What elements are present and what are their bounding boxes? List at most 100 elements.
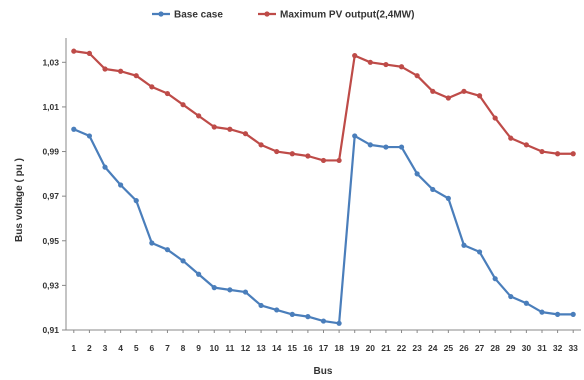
x-tick-label: 33 xyxy=(568,343,578,353)
data-point xyxy=(196,113,202,119)
data-point xyxy=(570,151,576,157)
x-tick-label: 10 xyxy=(210,343,220,353)
y-tick-label: 1,01 xyxy=(42,102,59,112)
data-point xyxy=(383,144,389,150)
data-point xyxy=(492,276,498,282)
x-tick-label: 30 xyxy=(522,343,532,353)
chart-axes: 0,910,930,950,970,991,011,031 2 3 4 5 6 7 8 9 10 1… xyxy=(42,38,581,353)
data-point xyxy=(523,142,529,148)
data-point xyxy=(461,242,467,248)
data-point xyxy=(274,148,280,155)
data-point xyxy=(476,249,483,255)
data-point xyxy=(508,293,514,300)
x-tick-label: 1 xyxy=(71,343,76,353)
x-tick-label: 28 xyxy=(490,343,500,353)
x-tick-label: 14 xyxy=(272,343,282,353)
y-tick-label: 0,95 xyxy=(42,236,59,246)
x-tick-label: 6 xyxy=(149,343,154,353)
data-point xyxy=(149,84,155,90)
y-tick-label: 0,97 xyxy=(42,191,59,201)
series-line xyxy=(73,50,574,162)
data-point xyxy=(570,311,576,317)
data-point xyxy=(196,271,202,277)
data-point xyxy=(539,148,545,155)
data-point xyxy=(430,186,436,193)
y-tick-label: 0,91 xyxy=(42,325,59,335)
x-axis-title: Bus xyxy=(314,366,333,377)
data-point xyxy=(227,126,233,132)
data-point xyxy=(71,126,77,132)
data-point xyxy=(227,287,233,293)
data-point xyxy=(118,182,124,188)
x-tick-label: 25 xyxy=(444,343,454,353)
data-point xyxy=(523,300,529,306)
data-point xyxy=(476,93,483,99)
x-tick-label: 26 xyxy=(459,343,469,353)
data-point xyxy=(352,53,358,59)
data-point xyxy=(133,73,139,79)
data-point xyxy=(336,157,342,164)
data-point xyxy=(164,90,171,97)
x-tick-label: 19 xyxy=(350,343,360,353)
data-point xyxy=(508,135,514,141)
data-point xyxy=(367,59,373,65)
data-point xyxy=(554,311,561,317)
x-tick-label: 8 xyxy=(181,343,186,353)
data-point xyxy=(320,157,327,164)
x-tick-label: 22 xyxy=(397,343,407,353)
legend-label: Base case xyxy=(174,10,223,21)
data-point xyxy=(258,302,264,309)
data-point xyxy=(274,307,280,313)
x-tick-label: 23 xyxy=(412,343,422,353)
data-point xyxy=(180,258,186,264)
data-point xyxy=(367,142,373,148)
x-tick-label: 3 xyxy=(103,343,108,353)
data-point xyxy=(398,64,405,70)
x-tick-label: 4 xyxy=(118,343,123,353)
data-point xyxy=(289,151,295,157)
x-tick-label: 2 xyxy=(87,343,92,353)
data-point xyxy=(414,73,420,79)
legend-item: Maximum PV output(2,4MW) xyxy=(258,10,414,21)
x-tick-label: 18 xyxy=(334,343,344,353)
y-tick-label: 0,99 xyxy=(42,147,59,157)
data-point xyxy=(383,61,389,68)
y-tick-label: 1,03 xyxy=(42,57,59,67)
data-point xyxy=(149,240,155,246)
x-tick-label: 21 xyxy=(381,343,391,353)
data-point xyxy=(102,66,108,72)
y-tick-label: 0,93 xyxy=(42,280,59,290)
legend-label: Maximum PV output(2,4MW) xyxy=(280,10,414,21)
data-point xyxy=(398,144,405,150)
data-point xyxy=(242,289,249,295)
x-tick-label: 17 xyxy=(319,343,329,353)
x-tick-label: 31 xyxy=(537,343,547,353)
data-point xyxy=(445,95,451,101)
data-point xyxy=(305,314,311,320)
data-point xyxy=(289,311,295,317)
x-tick-label: 29 xyxy=(506,343,516,353)
legend-swatch-marker xyxy=(264,11,270,17)
x-tick-label: 20 xyxy=(366,343,376,353)
data-point xyxy=(242,131,249,137)
data-point xyxy=(102,164,108,170)
x-tick-label: 16 xyxy=(303,343,313,353)
x-tick-label: 9 xyxy=(196,343,201,353)
x-tick-label: 32 xyxy=(553,343,563,353)
data-point xyxy=(211,285,217,291)
x-tick-label: 15 xyxy=(288,343,298,353)
y-axis-title: Bus voltage ( pu ) xyxy=(14,158,25,242)
data-point xyxy=(352,133,358,139)
data-point xyxy=(320,318,327,324)
legend-swatch-marker xyxy=(158,11,164,17)
x-tick-label: 5 xyxy=(134,343,139,353)
series-1 xyxy=(71,126,576,326)
x-tick-label: 11 xyxy=(225,343,234,353)
data-point xyxy=(180,102,186,108)
legend-item: Base case xyxy=(152,10,223,21)
data-point xyxy=(336,320,342,326)
data-point xyxy=(554,151,561,157)
data-point xyxy=(445,195,451,201)
data-point xyxy=(461,88,467,94)
